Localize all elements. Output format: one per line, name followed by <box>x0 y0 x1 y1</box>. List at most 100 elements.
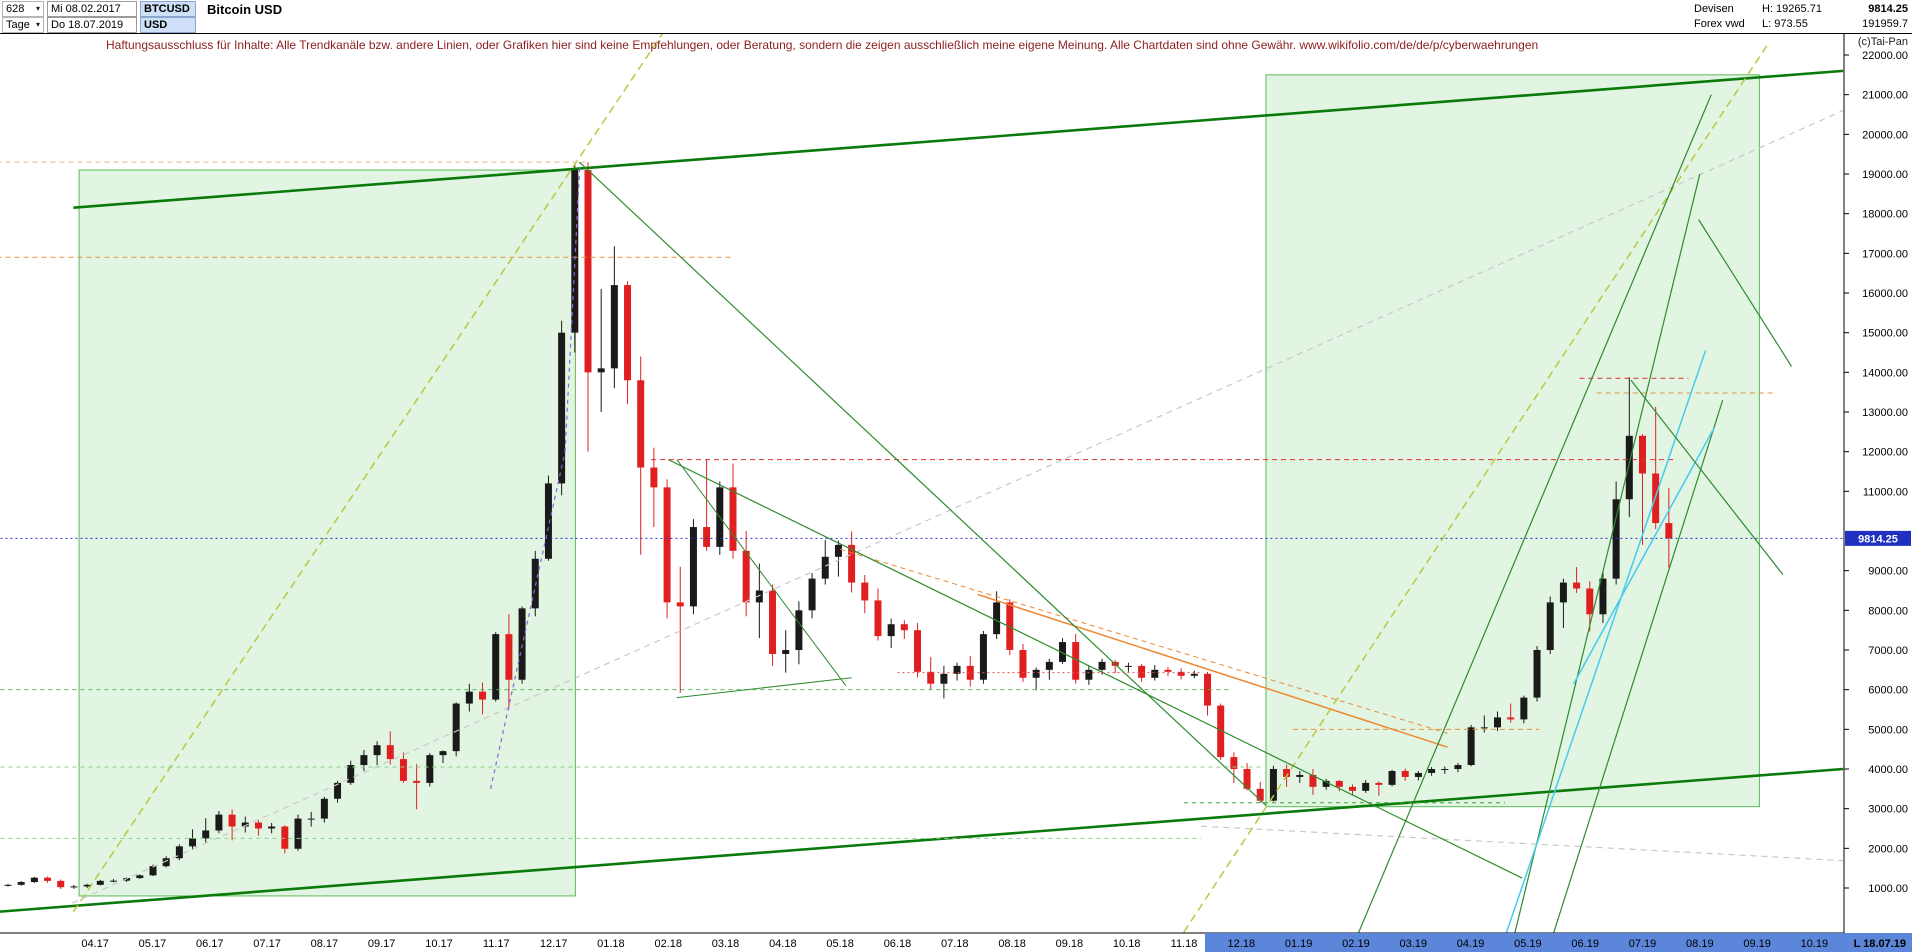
last-price: 9814.25 <box>1868 3 1908 15</box>
pullback-channel-b[interactable] <box>1698 219 1793 367</box>
gray-dashed-diagonal[interactable] <box>71 109 1844 904</box>
pullback-channel-a[interactable] <box>1630 379 1784 576</box>
time-axis-label: 04.19 <box>1457 938 1485 950</box>
candle <box>584 170 592 373</box>
quote-summary: Devisen H: 19265.71 9814.25 Forex vwd L:… <box>1694 2 1908 31</box>
candle <box>1085 669 1093 680</box>
chevron-down-icon: ▾ <box>35 20 40 29</box>
price-axis-label: 2000.00 <box>1868 843 1908 855</box>
time-axis-label: 03.19 <box>1399 938 1427 950</box>
candle <box>109 880 117 882</box>
candle <box>808 578 816 611</box>
candle <box>1283 769 1291 777</box>
price-axis-label: 12000.00 <box>1862 447 1908 459</box>
candle <box>479 691 487 700</box>
candle <box>1454 765 1462 770</box>
price-chart[interactable]: 22000.00 21000.00 20000.00 19000.00 18000.00… <box>0 34 1912 952</box>
parabolic-dashed-b[interactable] <box>564 162 581 452</box>
candle <box>70 886 78 888</box>
period-dropdown[interactable]: Tage ▾ <box>2 17 44 33</box>
candle <box>1533 650 1541 698</box>
steep-dashed-trend-2019[interactable] <box>1098 42 1770 952</box>
candle <box>334 782 342 799</box>
rally-fan-1[interactable] <box>1459 173 1701 952</box>
candle <box>900 624 908 631</box>
time-axis-label: 12.18 <box>1228 938 1256 950</box>
candle <box>241 822 249 827</box>
price-axis-label: 13000.00 <box>1862 407 1908 419</box>
time-axis-label: 01.18 <box>597 938 625 950</box>
candle <box>755 590 763 603</box>
pennant-upper[interactable] <box>676 459 847 687</box>
candle <box>1177 671 1185 676</box>
instrument-info: 628 ▾ Mi 08.02.2017 BTCUSD Bitcoin USD T… <box>2 1 282 33</box>
candle <box>1480 727 1488 729</box>
candle <box>1362 782 1370 791</box>
price-axis-label: 18000.00 <box>1862 209 1908 221</box>
steep-dashed-trend-2017[interactable] <box>72 34 685 913</box>
main-channel-upper[interactable] <box>73 69 1844 210</box>
gray-dashed-baseline[interactable] <box>1201 825 1844 862</box>
green-zone-2019[interactable] <box>1265 74 1760 808</box>
candle <box>57 880 65 888</box>
cyan-uptrend-1[interactable] <box>1471 350 1707 952</box>
pennant-lower[interactable] <box>676 677 852 699</box>
candle <box>492 634 500 700</box>
period-low: L: 973.55 <box>1762 18 1808 30</box>
candle <box>861 582 869 601</box>
candle <box>1309 774 1317 787</box>
candle <box>1124 665 1132 667</box>
candle <box>1059 642 1067 662</box>
candle <box>96 880 104 885</box>
green-downtrend-from-peak[interactable] <box>578 161 1267 806</box>
candle <box>1414 772 1422 777</box>
orange-downtrend-dashed[interactable] <box>840 548 1448 734</box>
rally-fan-3[interactable] <box>1327 94 1712 952</box>
candle <box>1520 697 1528 720</box>
time-axis-label: 05.17 <box>139 938 167 950</box>
category-label: Devisen <box>1694 3 1734 15</box>
time-axis-label: 06.19 <box>1571 938 1599 950</box>
candle <box>347 765 355 783</box>
candle <box>1072 642 1080 680</box>
time-axis-label: 07.19 <box>1629 938 1657 950</box>
provider-label: Forex vwd <box>1694 18 1745 30</box>
price-axis-label: 15000.00 <box>1862 328 1908 340</box>
candle <box>281 826 289 849</box>
candle <box>769 590 777 654</box>
current-price-tag-label: 9814.25 <box>1858 533 1898 545</box>
candle <box>650 467 658 488</box>
candle <box>373 745 381 756</box>
cyan-uptrend-2[interactable] <box>1573 427 1715 685</box>
time-axis-label: 12.17 <box>540 938 568 950</box>
end-date-field[interactable]: Do 18.07.2019 <box>47 17 137 33</box>
candle <box>518 608 526 680</box>
start-date-field[interactable]: Mi 08.02.2017 <box>47 1 137 17</box>
candle <box>689 527 697 607</box>
candle <box>1612 499 1620 579</box>
candle <box>1507 717 1515 720</box>
green-downtrend-feb18[interactable] <box>667 459 1523 879</box>
candle <box>83 884 91 887</box>
candle <box>228 814 236 827</box>
bar-count-dropdown[interactable]: 628 ▾ <box>2 1 44 17</box>
candle <box>320 798 328 819</box>
candle <box>1625 435 1633 500</box>
symbol-field[interactable]: BTCUSD <box>140 1 196 17</box>
price-axis-label: 9000.00 <box>1868 566 1908 578</box>
zoom-range-highlight[interactable] <box>1205 933 1912 952</box>
candle <box>386 745 394 760</box>
parabolic-dashed-a[interactable] <box>489 451 566 789</box>
time-axis-label: 05.19 <box>1514 938 1542 950</box>
disclaimer-text: Haftungsausschluss für Inhalte: Alle Tre… <box>106 38 1539 52</box>
candle <box>953 665 961 674</box>
candle <box>1428 769 1436 773</box>
bar-count-value: 628 <box>6 3 25 15</box>
candle <box>782 650 790 654</box>
candle <box>624 285 632 381</box>
rally-fan-2[interactable] <box>1505 399 1724 952</box>
orange-downtrend-2018[interactable] <box>977 593 1448 748</box>
main-channel-lower[interactable] <box>0 767 1844 913</box>
candle <box>505 634 513 680</box>
price-axis-label: 16000.00 <box>1862 288 1908 300</box>
